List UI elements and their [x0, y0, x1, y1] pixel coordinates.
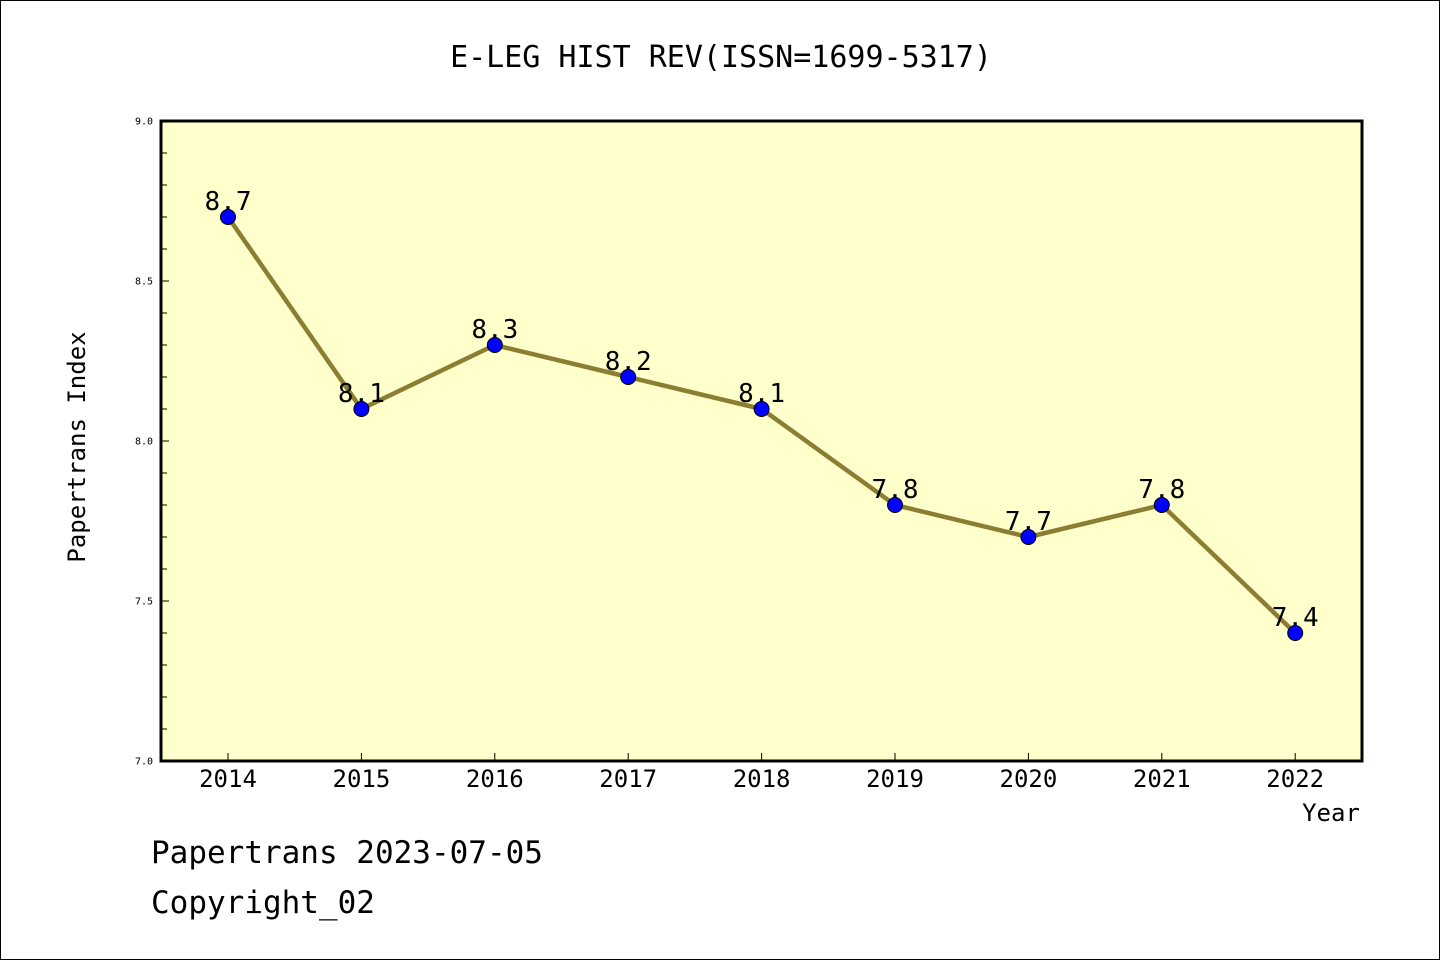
chart-title: E-LEG HIST REV(ISSN=1699-5317)	[450, 40, 992, 75]
data-value-label: 8.7	[205, 187, 252, 217]
x-tick-label: 2014	[199, 765, 257, 793]
x-tick-label: 2015	[333, 765, 391, 793]
data-value-label: 7.4	[1272, 603, 1319, 633]
data-value-label: 8.1	[738, 379, 785, 409]
data-point-marker	[753, 401, 770, 417]
data-value-label: 7.8	[1138, 475, 1185, 505]
data-value-label: 8.3	[471, 315, 518, 345]
data-point-marker	[353, 401, 370, 417]
data-value-label: 7.8	[872, 475, 919, 505]
data-point-marker	[1287, 625, 1304, 641]
data-point-marker	[1020, 529, 1037, 545]
data-value-label: 7.7	[1005, 507, 1052, 537]
data-labels: 8.7 8.1 8.3 8.2 8.1 7.8 7.7 7.8 7.4	[205, 187, 1319, 633]
x-tick-label: 2017	[599, 765, 657, 793]
plot-area	[159, 119, 1364, 763]
data-point-marker	[887, 497, 903, 513]
x-tick-label: 2020	[1000, 765, 1058, 793]
x-tick-label: 2016	[466, 765, 524, 793]
footer-date-line: Papertrans 2023-07-05	[151, 835, 543, 871]
y-tick-label: 8.0	[135, 437, 153, 448]
x-axis-ticks: 2014 2015 2016 2017 2018 2019 2020 2021 2022	[199, 753, 1324, 793]
footer-copyright-line: Copyright_02	[151, 885, 375, 921]
data-point-marker	[486, 337, 503, 353]
x-axis-label: Year	[1302, 799, 1360, 827]
x-tick-label: 2018	[733, 765, 791, 793]
y-tick-label: 8.5	[135, 277, 153, 288]
y-tick-label: 7.0	[135, 757, 153, 768]
data-point-marker	[1153, 497, 1170, 513]
x-tick-label: 2021	[1133, 765, 1191, 793]
y-axis-label: Papertrans Index	[63, 331, 91, 562]
y-tick-label: 7.5	[135, 597, 153, 608]
x-tick-label: 2022	[1266, 765, 1324, 793]
data-point-marker	[620, 369, 637, 385]
y-tick-label: 9.0	[135, 117, 153, 128]
data-value-label: 8.2	[605, 347, 652, 377]
data-value-label: 8.1	[338, 379, 385, 409]
y-axis-ticks: 9.0 8.5 8.0 7.5 7.0	[135, 117, 169, 768]
data-markers	[220, 209, 1304, 641]
x-tick-label: 2019	[866, 765, 924, 793]
data-point-marker	[220, 209, 236, 225]
